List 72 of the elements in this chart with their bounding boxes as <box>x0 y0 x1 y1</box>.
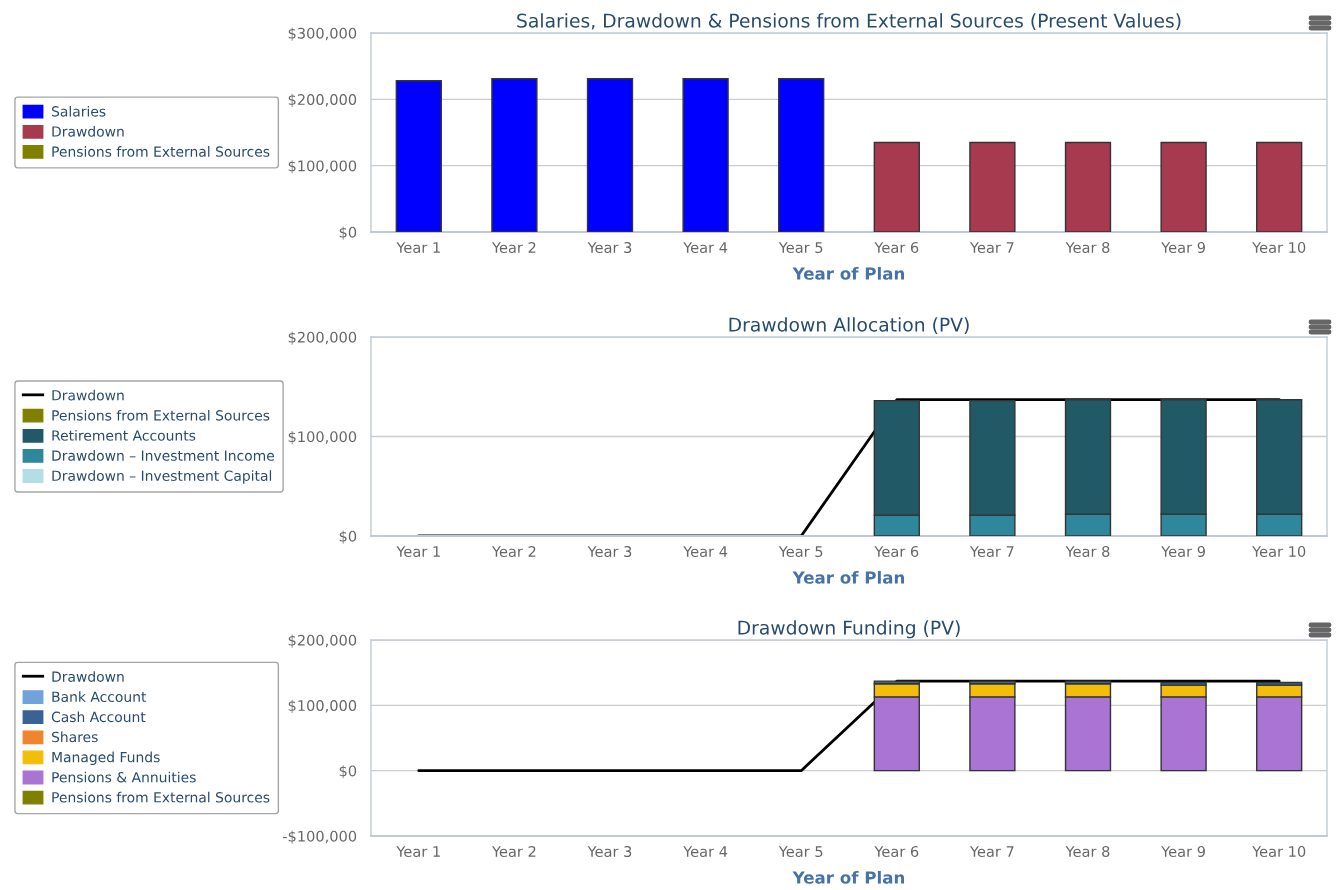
x-tick-label: Year 1 <box>396 242 440 254</box>
legend-label: Bank Account <box>52 691 147 703</box>
x-tick-label: Year 7 <box>969 242 1014 254</box>
x-tick-label: Year 8 <box>1065 545 1110 558</box>
chart-title: Salaries, Drawdown & Pensions from External Sources (Present Values) <box>517 13 1181 30</box>
bar <box>682 78 729 232</box>
y-tick-label: $100,000 <box>288 699 357 714</box>
x-tick-label: Year 10 <box>1252 241 1306 254</box>
x-tick-label: Year 3 <box>587 241 632 254</box>
x-tick-label: Year 5 <box>778 546 823 558</box>
x-tick-label: Year 1 <box>396 546 440 558</box>
y-tick-label: $100,000 <box>288 160 357 174</box>
x-tick-label: Year 3 <box>587 545 632 558</box>
x-tick-label: Year 5 <box>778 846 823 858</box>
x-tick-label: Year 4 <box>683 242 728 254</box>
legend-label: Drawdown <box>52 671 124 682</box>
chart-title: Drawdown Funding (PV) <box>738 620 960 639</box>
bar <box>778 78 825 232</box>
bar <box>1064 141 1112 232</box>
x-tick-label: Year 8 <box>1065 845 1110 858</box>
legend-label: Cash Account <box>51 711 146 723</box>
x-tick-label: Year 6 <box>874 845 919 858</box>
y-tick-label: $200,000 <box>288 93 357 108</box>
x-tick-label: Year 10 <box>1252 845 1306 858</box>
bar <box>873 141 920 232</box>
legend-label: Shares <box>51 731 98 743</box>
y-tick-label: $300,000 <box>288 27 357 41</box>
legend-label: Salaries <box>51 105 106 117</box>
x-tick-label: Year 6 <box>874 241 919 254</box>
x-tick-label: Year 1 <box>396 846 440 858</box>
x-tick-label: Year 9 <box>1161 545 1205 558</box>
bar <box>1256 141 1303 232</box>
x-tick-label: Year 2 <box>491 545 536 558</box>
x-tick-label: Year 6 <box>874 545 919 558</box>
legend-label: Managed Funds <box>52 751 160 766</box>
bar <box>1160 141 1207 232</box>
x-tick-label: Year 9 <box>1161 241 1205 254</box>
x-axis-title: Year of Plan <box>792 570 905 584</box>
legend-label: Retirement Accounts <box>52 429 196 441</box>
chart-title: Drawdown Allocation (PV) <box>729 317 969 334</box>
y-tick-label: $0 <box>339 226 357 240</box>
x-tick-label: Year 10 <box>1252 545 1306 558</box>
y-tick-label: $100,000 <box>288 430 357 445</box>
x-tick-label: Year 2 <box>491 241 536 254</box>
x-tick-label: Year 4 <box>683 846 728 858</box>
x-axis-title: Year of Plan <box>792 870 905 884</box>
bar <box>969 141 1016 232</box>
y-tick-label: -$100,000 <box>282 830 357 844</box>
legend-label: Drawdown – Investment Income <box>52 450 275 461</box>
y-tick-label: $0 <box>339 765 357 779</box>
x-tick-label: Year 3 <box>587 845 632 858</box>
legend-label: Drawdown <box>52 125 124 137</box>
x-tick-label: Year 7 <box>969 846 1014 858</box>
y-tick-label: $200,000 <box>288 634 357 648</box>
y-tick-label: $200,000 <box>288 331 357 345</box>
bar <box>395 80 442 232</box>
x-tick-label: Year 4 <box>683 546 728 558</box>
legend-label: Pensions & Annuities <box>52 771 196 783</box>
bar <box>491 78 538 232</box>
x-axis-title: Year of Plan <box>792 266 905 280</box>
x-tick-label: Year 5 <box>778 242 823 254</box>
legend-label: Pensions from External Sources <box>52 791 270 803</box>
x-tick-label: Year 2 <box>491 845 536 858</box>
bar <box>586 78 634 232</box>
legend-label: Pensions from External Sources <box>52 409 270 421</box>
x-tick-label: Year 8 <box>1065 241 1110 254</box>
legend-label: Drawdown – Investment Capital <box>52 470 272 484</box>
x-tick-label: Year 7 <box>969 546 1014 558</box>
x-tick-label: Year 9 <box>1161 845 1205 858</box>
legend-label: Pensions from External Sources <box>52 146 270 157</box>
y-tick-label: $0 <box>339 530 357 544</box>
legend-label: Drawdown <box>52 389 124 401</box>
